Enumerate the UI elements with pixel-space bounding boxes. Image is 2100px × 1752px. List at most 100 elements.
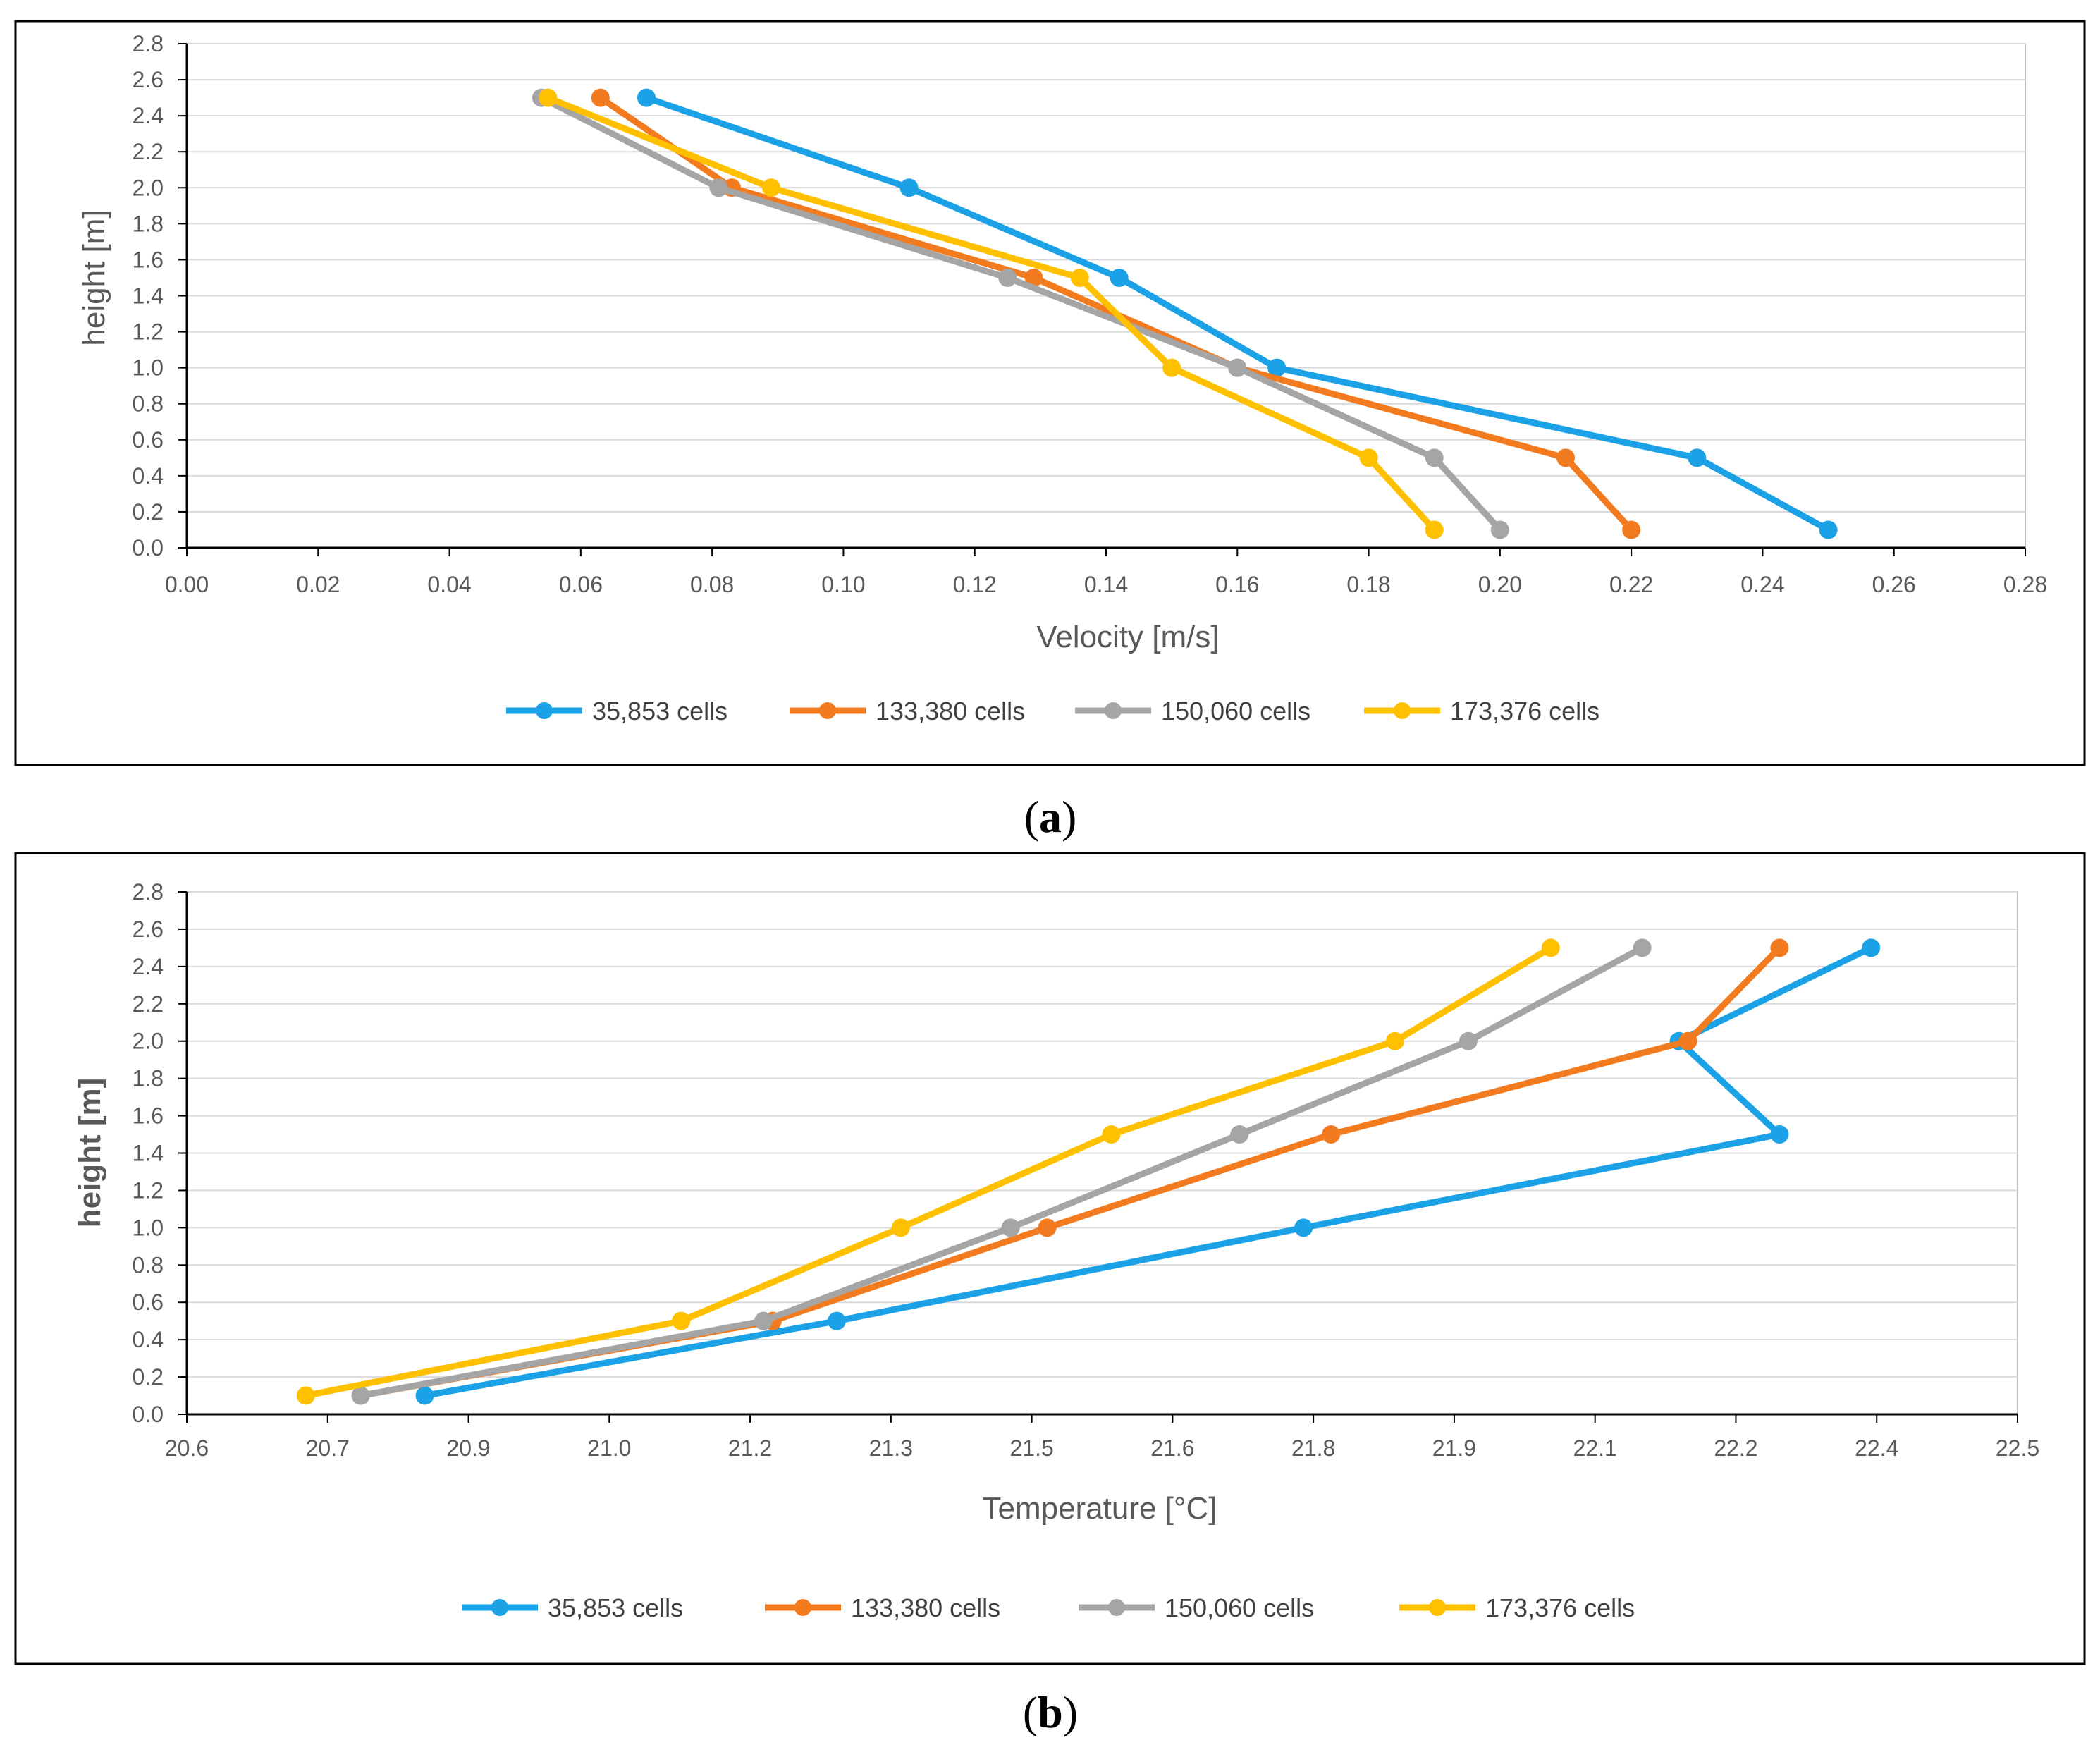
panel-b-frame bbox=[14, 852, 2086, 1665]
data-point bbox=[709, 178, 728, 197]
x-tick-label: 0.04 bbox=[427, 572, 471, 597]
data-point bbox=[899, 178, 919, 197]
panel-b-legend: 35,853 cells 133,380 cells 150,060 cells 17… bbox=[462, 1593, 1635, 1622]
panel-b: 0.0 0.2 0.4 0.6 0.8 1.0 1.2 1.4 1.6 1.8 2.0 2.2 2.4 2… bbox=[14, 852, 2086, 1737]
y-tick-label: 0.0 bbox=[133, 535, 164, 560]
data-point bbox=[1070, 268, 1089, 287]
data-point bbox=[296, 1386, 315, 1405]
legend-swatch-marker bbox=[1429, 1599, 1446, 1616]
data-point bbox=[1688, 448, 1707, 467]
data-point bbox=[1862, 938, 1881, 957]
x-tick-label: 0.28 bbox=[2003, 572, 2047, 597]
data-point bbox=[1294, 1218, 1313, 1237]
data-point bbox=[1622, 520, 1641, 539]
legend-swatch-marker bbox=[1394, 702, 1411, 719]
x-tick-label: 0.16 bbox=[1215, 572, 1259, 597]
x-tick-label: 0.20 bbox=[1478, 572, 1522, 597]
data-point bbox=[1459, 1031, 1478, 1050]
x-tick-label: 22.5 bbox=[1996, 1435, 2039, 1461]
y-tick-label: 0.6 bbox=[133, 427, 164, 453]
x-tick-label: 20.9 bbox=[446, 1435, 490, 1461]
data-point bbox=[1425, 448, 1444, 467]
y-tick-label: 1.4 bbox=[133, 1141, 164, 1166]
y-tick-label: 1.8 bbox=[133, 1066, 164, 1091]
panel-a-x-axis-title: Velocity [m/s] bbox=[1036, 620, 1219, 654]
x-tick-label: 20.6 bbox=[165, 1435, 209, 1461]
data-point bbox=[1162, 358, 1181, 377]
data-point bbox=[1770, 1125, 1789, 1144]
x-tick-label: 0.02 bbox=[296, 572, 340, 597]
legend-swatch-marker bbox=[491, 1599, 508, 1616]
series-line-4 bbox=[546, 94, 1437, 532]
x-tick-label: 21.9 bbox=[1432, 1435, 1476, 1461]
y-tick-label: 2.2 bbox=[133, 139, 164, 164]
data-point bbox=[1038, 1218, 1057, 1237]
data-point bbox=[1541, 938, 1560, 957]
legend-swatch-marker bbox=[819, 702, 836, 719]
y-tick-label: 2.0 bbox=[133, 175, 164, 200]
x-tick-label: 21.8 bbox=[1291, 1435, 1335, 1461]
legend-label: 35,853 cells bbox=[592, 697, 727, 725]
y-tick-label: 2.4 bbox=[133, 954, 164, 979]
data-point bbox=[827, 1311, 846, 1330]
y-tick-label: 1.2 bbox=[133, 319, 164, 345]
x-tick-label: 21.6 bbox=[1150, 1435, 1194, 1461]
panel-b-x-tick-labels: 20.6 20.7 20.9 21.0 21.2 21.3 21.5 21.6 21.8 21.9… bbox=[165, 1435, 2039, 1461]
data-point bbox=[1228, 358, 1247, 377]
series-line-2 bbox=[598, 94, 1634, 532]
legend-swatch-marker bbox=[1105, 702, 1122, 719]
x-tick-label: 0.10 bbox=[821, 572, 865, 597]
panel-a-series bbox=[532, 88, 1838, 539]
series-line-3 bbox=[360, 945, 1644, 1399]
series-line-1 bbox=[645, 94, 1830, 533]
y-tick-label: 1.4 bbox=[133, 283, 164, 309]
y-tick-label: 0.8 bbox=[133, 391, 164, 417]
x-tick-label: 21.5 bbox=[1009, 1435, 1053, 1461]
legend-label: 173,376 cells bbox=[1485, 1593, 1635, 1622]
data-point bbox=[998, 268, 1017, 287]
x-tick-label: 0.26 bbox=[1872, 572, 1916, 597]
panel-a: 0.0 0.2 0.4 0.6 0.8 1.0 1.2 1.4 1.6 1.8 2.0 2.2 2.4 2… bbox=[14, 20, 2086, 842]
y-tick-label: 0.4 bbox=[133, 463, 164, 489]
x-tick-label: 21.2 bbox=[728, 1435, 772, 1461]
legend-label: 133,380 cells bbox=[876, 697, 1025, 725]
y-tick-label: 2.2 bbox=[133, 991, 164, 1017]
data-point bbox=[591, 88, 610, 107]
panel-a-y-tick-labels: 0.0 0.2 0.4 0.6 0.8 1.0 1.2 1.4 1.6 1.8 2.0 2.2 2.4 2… bbox=[133, 31, 164, 560]
panel-b-y-tick-labels: 0.0 0.2 0.4 0.6 0.8 1.0 1.2 1.4 1.6 1.8 2.0 2.2 2.4 2… bbox=[133, 879, 164, 1427]
y-tick-label: 1.2 bbox=[133, 1177, 164, 1203]
series-line-1 bbox=[424, 945, 1873, 1399]
data-point bbox=[1102, 1125, 1121, 1144]
data-point bbox=[754, 1311, 773, 1330]
x-tick-label: 22.1 bbox=[1573, 1435, 1617, 1461]
data-point bbox=[1322, 1125, 1341, 1144]
x-tick-label: 0.24 bbox=[1740, 572, 1784, 597]
data-point bbox=[1386, 1031, 1405, 1050]
data-point bbox=[1267, 358, 1287, 377]
data-point bbox=[1024, 268, 1043, 287]
data-point bbox=[1633, 938, 1652, 957]
x-tick-label: 0.18 bbox=[1346, 572, 1390, 597]
panel-b-y-axis-title: height [m] bbox=[73, 1078, 107, 1228]
y-tick-label: 2.8 bbox=[133, 879, 164, 905]
data-point bbox=[1490, 520, 1509, 539]
y-tick-label: 2.6 bbox=[133, 67, 164, 92]
y-tick-label: 0.2 bbox=[133, 499, 164, 525]
x-tick-label: 0.08 bbox=[690, 572, 734, 597]
data-point bbox=[415, 1386, 434, 1405]
x-tick-label: 0.00 bbox=[165, 572, 209, 597]
legend-label: 150,060 cells bbox=[1165, 1593, 1314, 1622]
data-point bbox=[351, 1386, 370, 1405]
x-tick-label: 0.12 bbox=[953, 572, 997, 597]
y-tick-label: 2.0 bbox=[133, 1029, 164, 1054]
y-tick-label: 1.0 bbox=[133, 1215, 164, 1240]
x-tick-label: 22.2 bbox=[1714, 1435, 1757, 1461]
data-point bbox=[1819, 520, 1838, 539]
panel-a-caption: (a) bbox=[1024, 792, 1077, 842]
x-tick-label: 20.7 bbox=[306, 1435, 350, 1461]
data-point bbox=[1556, 448, 1575, 467]
panel-b-x-axis-title: Temperature [°C] bbox=[982, 1491, 1217, 1526]
y-tick-label: 2.6 bbox=[133, 917, 164, 942]
data-point bbox=[672, 1311, 691, 1330]
